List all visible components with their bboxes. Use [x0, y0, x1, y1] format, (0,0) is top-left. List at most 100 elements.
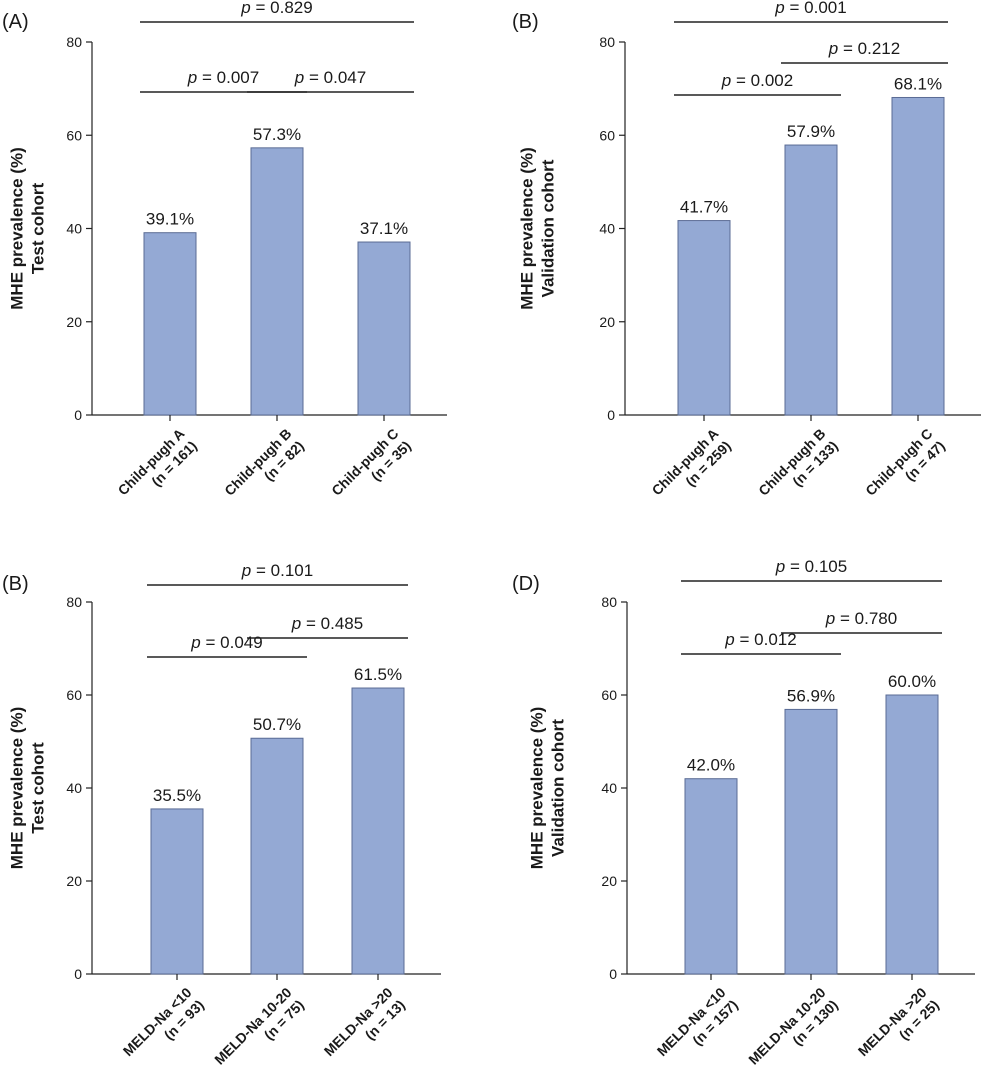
y-axis-title: MHE prevalence (%): [7, 147, 26, 310]
p-value: = 0.485: [301, 614, 363, 633]
chart-panel-2: (B) MHE prevalence (%) Validation cohort 0 2…: [512, 0, 981, 511]
bar: [684, 778, 738, 975]
p-value-label: p = 0.101: [241, 561, 313, 580]
bar: [250, 737, 304, 975]
bar-value-label: 37.1%: [360, 219, 408, 238]
p-value: = 0.047: [304, 68, 366, 87]
y-tick-label: 80: [601, 594, 617, 610]
y-tick-label: 0: [609, 966, 617, 982]
bar: [150, 808, 204, 975]
y-tick-label: 20: [599, 314, 615, 330]
p-value: = 0.105: [785, 557, 847, 576]
bar-value-label: 61.5%: [354, 665, 402, 684]
p-symbol: p: [187, 68, 197, 87]
x-category-label: MELD-Na >20(n = 13): [321, 984, 408, 1071]
p-symbol: p: [828, 39, 838, 58]
p-value-label: p = 0.007: [187, 68, 259, 87]
x-category-label: Child-pugh C(n = 35): [328, 425, 414, 511]
bar-value-label: 60.0%: [888, 672, 936, 691]
y-axis-title: MHE prevalence (%): [527, 707, 546, 870]
x-category-label: MELD-Na <10(n = 93): [120, 984, 207, 1071]
x-category-label: Child-pugh C(n = 47): [862, 425, 948, 511]
y-axis-title: MHE prevalence (%): [7, 707, 26, 870]
p-symbol: p: [724, 630, 734, 649]
bar-value-label: 42.0%: [687, 756, 735, 775]
y-tick-label: 0: [74, 966, 82, 982]
bar-value-label: 39.1%: [146, 210, 194, 229]
p-value-label: p = 0.780: [825, 609, 897, 628]
x-category-label: Child-pugh B(n = 133): [755, 425, 841, 511]
x-category-label: MELD-Na 10-20(n = 130): [745, 984, 841, 1080]
x-category-label: Child-pugh B(n = 82): [221, 425, 307, 511]
p-value-label: p = 0.212: [828, 39, 900, 58]
y-tick-label: 40: [601, 780, 617, 796]
y-tick-label: 60: [599, 127, 615, 143]
p-value-label: p = 0.049: [190, 633, 262, 652]
bar-value-label: 50.7%: [253, 715, 301, 734]
y-tick-label: 60: [601, 687, 617, 703]
chart-panel-3: (B) MHE prevalence (%) Test cohort 0 20 40 60 8…: [2, 561, 441, 1080]
y-tick-label: 20: [66, 314, 82, 330]
bar-value-label: 68.1%: [894, 74, 942, 93]
bar: [885, 694, 939, 975]
y-tick-label: 80: [66, 34, 82, 50]
panel-label: (D): [512, 573, 540, 595]
y-tick-label: 60: [66, 127, 82, 143]
p-value-label: p = 0.001: [774, 0, 846, 17]
y-axis-title: Validation cohort: [548, 719, 567, 857]
bar-value-label: 35.5%: [153, 786, 201, 805]
bar: [357, 241, 411, 416]
p-value: = 0.101: [251, 561, 313, 580]
y-tick-label: 80: [66, 594, 82, 610]
p-value: = 0.007: [197, 68, 259, 87]
p-value: = 0.001: [785, 0, 847, 17]
p-symbol: p: [774, 0, 784, 17]
bar: [784, 144, 838, 416]
chart-panel-1: (A) MHE prevalence (%) Test cohort 0 20 40 60 8…: [2, 0, 447, 511]
x-category-label: MELD-Na >20(n = 25): [855, 984, 942, 1071]
bar-value-label: 57.9%: [787, 122, 835, 141]
y-tick-label: 0: [607, 407, 615, 423]
y-axis-title: Test cohort: [28, 742, 47, 834]
p-value: = 0.780: [835, 609, 897, 628]
p-value-label: p = 0.105: [775, 557, 847, 576]
bar: [677, 220, 731, 416]
p-value: = 0.049: [201, 633, 263, 652]
p-symbol: p: [241, 561, 251, 580]
p-value: = 0.212: [838, 39, 900, 58]
p-value-label: p = 0.002: [721, 71, 793, 90]
x-category-label: MELD-Na <10(n = 157): [654, 984, 741, 1071]
bar: [143, 232, 197, 416]
p-value: = 0.012: [735, 630, 797, 649]
y-tick-label: 0: [74, 407, 82, 423]
p-symbol: p: [294, 68, 304, 87]
y-tick-label: 20: [66, 873, 82, 889]
panel-label: (A): [2, 11, 29, 33]
panel-label: (B): [2, 573, 29, 595]
y-tick-label: 40: [66, 221, 82, 237]
y-tick-label: 40: [66, 780, 82, 796]
p-value-label: p = 0.829: [240, 0, 312, 17]
y-axis-title: MHE prevalence (%): [517, 147, 536, 310]
chart-panel-4: (D) MHE prevalence (%) Validation cohort 0 2…: [512, 557, 975, 1080]
panel-label: (B): [512, 11, 539, 33]
y-tick-label: 80: [599, 34, 615, 50]
p-value-label: p = 0.485: [291, 614, 363, 633]
y-tick-label: 40: [599, 221, 615, 237]
p-value: = 0.002: [731, 71, 793, 90]
bar-value-label: 41.7%: [680, 198, 728, 217]
p-value-label: p = 0.047: [294, 68, 366, 87]
p-symbol: p: [825, 609, 835, 628]
bar-value-label: 56.9%: [787, 686, 835, 705]
bar: [351, 687, 405, 975]
bar-value-label: 57.3%: [253, 125, 301, 144]
bar: [250, 147, 304, 416]
x-category-label: MELD-Na 10-20(n = 75): [211, 984, 307, 1080]
y-axis-title: Validation cohort: [538, 159, 557, 297]
p-symbol: p: [240, 0, 250, 17]
p-symbol: p: [721, 71, 731, 90]
p-symbol: p: [190, 633, 200, 652]
bar: [784, 708, 838, 975]
x-category-label: Child-pugh A(n = 259): [649, 425, 734, 510]
